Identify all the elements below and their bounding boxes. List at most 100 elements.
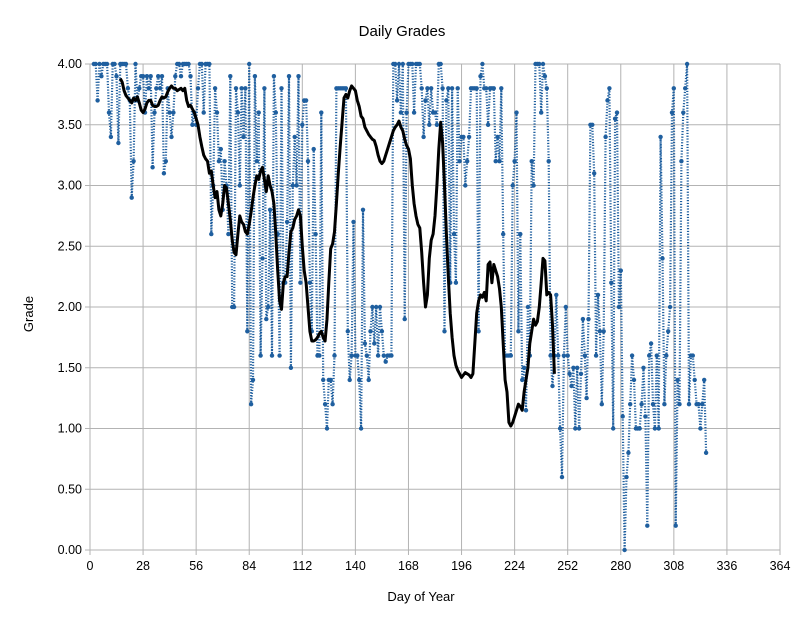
daily-grade-point — [156, 74, 161, 79]
daily-grade-point — [186, 61, 191, 67]
x-tick-label: 308 — [663, 559, 684, 573]
x-tick-label: 84 — [242, 559, 256, 573]
daily-grade-point — [286, 74, 292, 79]
daily-grade-point — [601, 329, 606, 334]
daily-grade-point — [582, 353, 587, 358]
daily-grade-point — [531, 183, 536, 188]
daily-grade-point — [565, 353, 570, 358]
daily-grade-point — [563, 304, 568, 310]
daily-grade-point — [375, 353, 381, 358]
daily-grade-point — [675, 377, 680, 383]
y-tick-label: 1.00 — [58, 422, 82, 436]
daily-grade-point — [597, 329, 603, 334]
daily-grade-point — [656, 426, 661, 431]
daily-grade-point — [169, 134, 174, 140]
y-tick-label: 0.50 — [58, 482, 82, 496]
daily-grade-point — [673, 523, 678, 528]
daily-grade-point — [423, 98, 428, 103]
daily-grade-point — [512, 159, 517, 164]
daily-grade-point — [501, 231, 506, 237]
daily-grade-point — [330, 402, 335, 407]
daily-grade-point — [212, 86, 218, 91]
daily-grade-point — [647, 353, 652, 358]
daily-grade-point — [626, 450, 631, 455]
daily-grade-point — [258, 353, 263, 358]
daily-grade-point — [349, 353, 354, 358]
daily-grade-point — [167, 110, 172, 115]
daily-grade-point — [370, 304, 375, 310]
daily-grade-point — [222, 159, 227, 164]
daily-grade-point — [554, 292, 559, 298]
daily-grade-point — [264, 316, 269, 322]
daily-grade-point — [677, 402, 682, 407]
daily-grade-point — [396, 61, 402, 67]
daily-grade-point — [347, 377, 352, 383]
daily-grade-point — [104, 61, 110, 67]
x-tick-label: 280 — [610, 559, 631, 573]
daily-grade-point — [237, 183, 242, 188]
daily-grade-point — [575, 365, 580, 370]
daily-grade-point — [250, 377, 256, 383]
daily-grade-point — [508, 353, 513, 358]
daily-grade-point — [279, 86, 284, 91]
daily-grade-point — [402, 316, 407, 322]
daily-grade-point — [400, 61, 405, 67]
daily-grade-point — [173, 74, 178, 79]
daily-grade-point — [154, 86, 159, 91]
daily-grade-point — [360, 207, 366, 212]
daily-grade-point — [298, 280, 303, 285]
y-tick-label: 0.00 — [58, 543, 82, 557]
daily-grade-point — [157, 86, 163, 91]
x-tick-label: 196 — [451, 559, 472, 573]
daily-grade-point — [480, 61, 485, 67]
daily-grade-point — [629, 353, 635, 358]
daily-grade-point — [262, 86, 267, 91]
daily-grade-point — [231, 304, 237, 310]
daily-grade-point — [514, 110, 519, 115]
daily-grade-point — [628, 402, 633, 407]
daily-grade-point — [152, 110, 157, 115]
daily-grade-point — [457, 159, 462, 164]
y-tick-label: 4.00 — [58, 57, 82, 71]
daily-grade-point — [218, 146, 223, 152]
daily-grade-point — [112, 61, 117, 67]
daily-grade-point — [355, 353, 360, 358]
daily-grade-point — [328, 377, 333, 383]
daily-grade-point — [518, 231, 523, 237]
daily-grade-point — [171, 110, 176, 115]
daily-grade-point — [664, 353, 669, 358]
daily-grade-point — [398, 110, 404, 115]
daily-grade-point — [690, 353, 695, 358]
x-tick-label: 140 — [345, 559, 366, 573]
daily-grade-point — [248, 402, 254, 407]
daily-grade-point — [411, 110, 417, 115]
chart-title: Daily Grades — [359, 23, 446, 40]
daily-grade-point — [478, 74, 483, 79]
x-tick-label: 112 — [292, 559, 312, 573]
daily-grade-point — [269, 353, 275, 358]
daily-grade-point — [466, 134, 472, 140]
daily-grade-point — [521, 365, 527, 370]
daily-grade-point — [379, 329, 385, 334]
y-tick-labels: 0.00 0.50 1.00 1.50 2.00 2.50 3.00 3.50 4.00 — [58, 57, 82, 557]
moving-average-line — [118, 77, 556, 428]
daily-grade-point — [643, 414, 648, 419]
daily-grade-point — [383, 359, 388, 364]
daily-grade-point — [631, 377, 637, 383]
daily-grade-point — [322, 402, 328, 407]
daily-grade-point — [637, 426, 642, 431]
daily-grade-point — [372, 341, 377, 346]
x-tick-labels: 0 28 56 84 112 140 168 196 224 252 280 308 336 364 — [87, 559, 791, 573]
daily-grade-point — [571, 365, 576, 370]
daily-grade-point — [178, 74, 184, 79]
daily-grade-point — [150, 165, 155, 170]
daily-grade-point — [421, 134, 426, 140]
daily-grade-point — [499, 86, 504, 91]
daily-grade-point — [114, 74, 119, 79]
x-tick-label: 224 — [504, 559, 525, 573]
daily-grade-point — [611, 426, 616, 431]
daily-grade-point — [567, 371, 572, 376]
daily-grade-point — [669, 110, 675, 115]
daily-grade-point — [590, 122, 595, 128]
daily-grade-point — [214, 110, 220, 115]
